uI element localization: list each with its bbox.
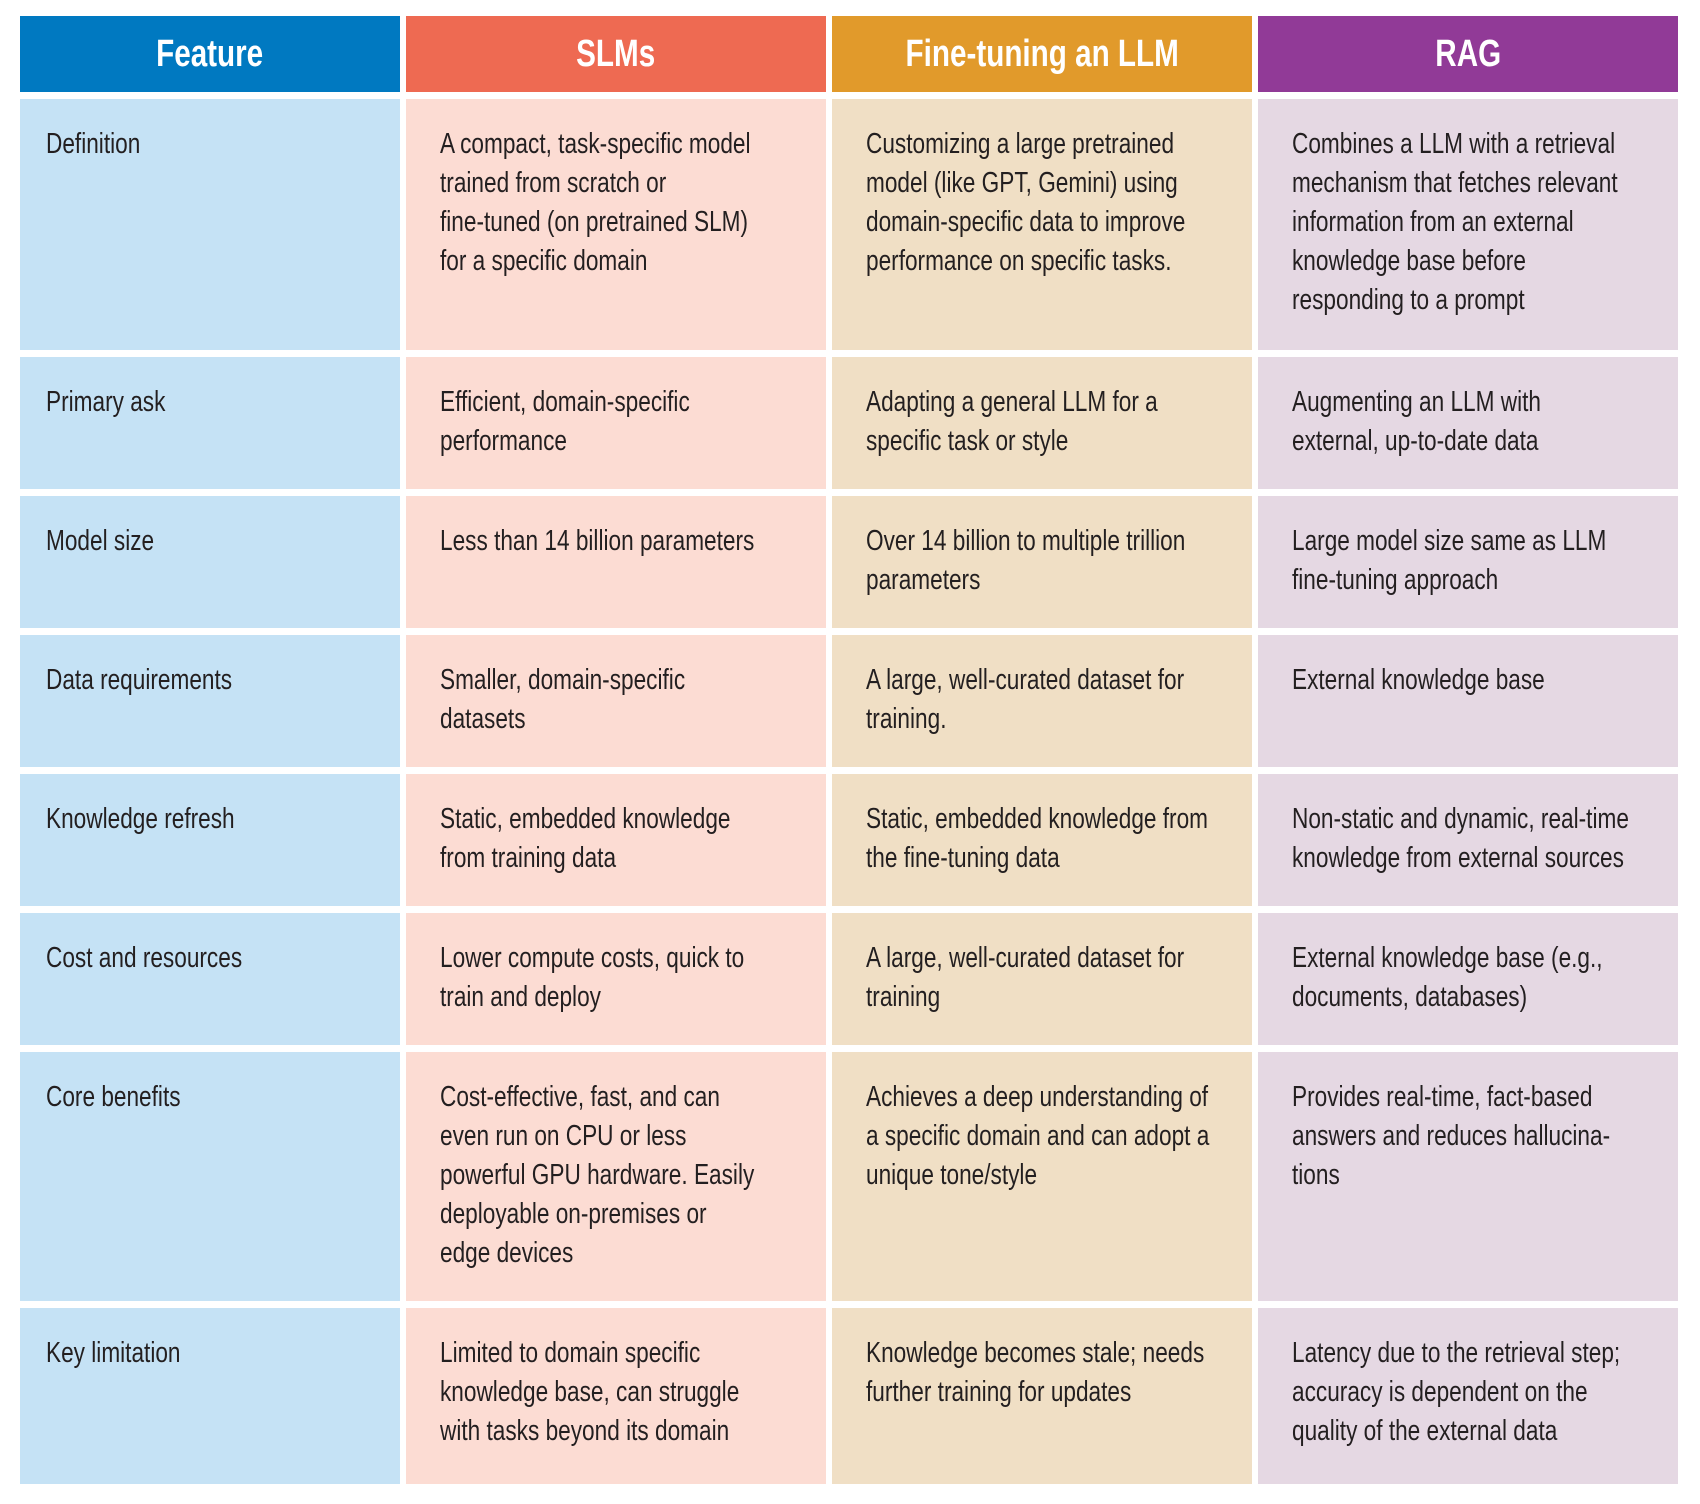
row-header-cell: Data requirements <box>20 635 400 767</box>
cell-text: External knowledge base (e.g., documents… <box>1292 942 1603 1013</box>
comparison-table: Feature SLMs Fine-tuning an LLM RAG Definiti… <box>20 16 1678 1484</box>
table-cell: Efficient, domain-specific performance <box>406 357 826 489</box>
column-header-rag: RAG <box>1258 16 1678 92</box>
table-cell: Static, embedded knowledge from the fine… <box>832 774 1252 906</box>
row-header-cell: Key limitation <box>20 1308 400 1484</box>
cell-text: Less than 14 billion parameters <box>440 525 755 557</box>
cell-text: Limited to domain specific knowledge bas… <box>440 1337 740 1447</box>
cell-text: Combines a LLM with a retrieval mechanis… <box>1292 128 1618 316</box>
feature-label: Definition <box>46 128 141 160</box>
row-header-cell: Model size <box>20 496 400 628</box>
cell-text: A large, well-curated dataset for traini… <box>866 942 1185 1013</box>
cell-text: A compact, task-specific model trained f… <box>440 128 751 277</box>
table-cell: Large model size same as LLM fine-tuning… <box>1258 496 1678 628</box>
cell-text: External knowledge base <box>1292 664 1545 696</box>
cell-text: Over 14 billion to multiple trillion par… <box>866 525 1186 596</box>
column-header-label: RAG <box>1435 32 1501 75</box>
feature-label: Model size <box>46 525 155 557</box>
column-header-fine-tuning-an-llm: Fine-tuning an LLM <box>832 16 1252 92</box>
row-header-cell: Definition <box>20 99 400 350</box>
column-header-label: SLMs <box>576 32 656 75</box>
row-header-cell: Primary ask <box>20 357 400 489</box>
feature-label: Core benefits <box>46 1081 181 1113</box>
cell-text: Static, embedded knowledge from the fine… <box>866 803 1209 874</box>
feature-label: Primary ask <box>46 386 166 418</box>
table-cell: Latency due to the retrieval step; accur… <box>1258 1308 1678 1484</box>
row-header-cell: Core benefits <box>20 1052 400 1301</box>
table-cell: External knowledge base <box>1258 635 1678 767</box>
table-cell: Customizing a large pretrained model (li… <box>832 99 1252 350</box>
cell-text: Efficient, domain-specific performance <box>440 386 690 457</box>
column-header-label: Feature <box>156 32 264 75</box>
column-header-feature: Feature <box>20 16 400 92</box>
table-cell: Over 14 billion to multiple trillion par… <box>832 496 1252 628</box>
column-header-label: Fine-tuning an LLM <box>905 32 1179 75</box>
cell-text: A large, well-curated dataset for traini… <box>866 664 1185 735</box>
cell-text: Achieves a deep understanding of a speci… <box>866 1081 1210 1191</box>
table-cell: Smaller, domain-specific datasets <box>406 635 826 767</box>
table-cell: A compact, task-specific model trained f… <box>406 99 826 350</box>
feature-label: Knowledge refresh <box>46 803 235 835</box>
table-cell: Non-static and dynamic, real-time knowle… <box>1258 774 1678 906</box>
table-cell: Limited to domain specific knowledge bas… <box>406 1308 826 1484</box>
table-cell: Knowledge becomes stale; needs further t… <box>832 1308 1252 1484</box>
cell-text: Augmenting an LLM with external, up-to-d… <box>1292 386 1541 457</box>
table-cell: Less than 14 billion parameters <box>406 496 826 628</box>
cell-text: Provides real-time, fact-based answers a… <box>1292 1081 1611 1191</box>
cell-text: Latency due to the retrieval step; accur… <box>1292 1337 1621 1447</box>
row-header-cell: Knowledge refresh <box>20 774 400 906</box>
cell-text: Knowledge becomes stale; needs further t… <box>866 1337 1205 1408</box>
table-cell: Provides real-time, fact-based answers a… <box>1258 1052 1678 1301</box>
cell-text: Adapting a general LLM for a specific ta… <box>866 386 1158 457</box>
feature-label: Cost and resources <box>46 942 243 974</box>
table-cell: Static, embedded knowledge from training… <box>406 774 826 906</box>
cell-text: Smaller, domain-specific datasets <box>440 664 686 735</box>
feature-label: Key limitation <box>46 1337 181 1369</box>
table-cell: Adapting a general LLM for a specific ta… <box>832 357 1252 489</box>
cell-text: Cost-effective, fast, and can even run o… <box>440 1081 755 1269</box>
table-cell: Achieves a deep understanding of a speci… <box>832 1052 1252 1301</box>
cell-text: Lower compute costs, quick to train and … <box>440 942 745 1013</box>
table-cell: A large, well-curated dataset for traini… <box>832 635 1252 767</box>
row-header-cell: Cost and resources <box>20 913 400 1045</box>
table-cell: A large, well-curated dataset for traini… <box>832 913 1252 1045</box>
table-cell: Lower compute costs, quick to train and … <box>406 913 826 1045</box>
cell-text: Static, embedded knowledge from training… <box>440 803 731 874</box>
cell-text: Non-static and dynamic, real-time knowle… <box>1292 803 1629 874</box>
table-cell: External knowledge base (e.g., documents… <box>1258 913 1678 1045</box>
table-cell: Cost-effective, fast, and can even run o… <box>406 1052 826 1301</box>
table-cell: Combines a LLM with a retrieval mechanis… <box>1258 99 1678 350</box>
cell-text: Customizing a large pretrained model (li… <box>866 128 1186 277</box>
table-cell: Augmenting an LLM with external, up-to-d… <box>1258 357 1678 489</box>
feature-label: Data requirements <box>46 664 233 696</box>
cell-text: Large model size same as LLM fine-tuning… <box>1292 525 1607 596</box>
column-header-slms: SLMs <box>406 16 826 92</box>
